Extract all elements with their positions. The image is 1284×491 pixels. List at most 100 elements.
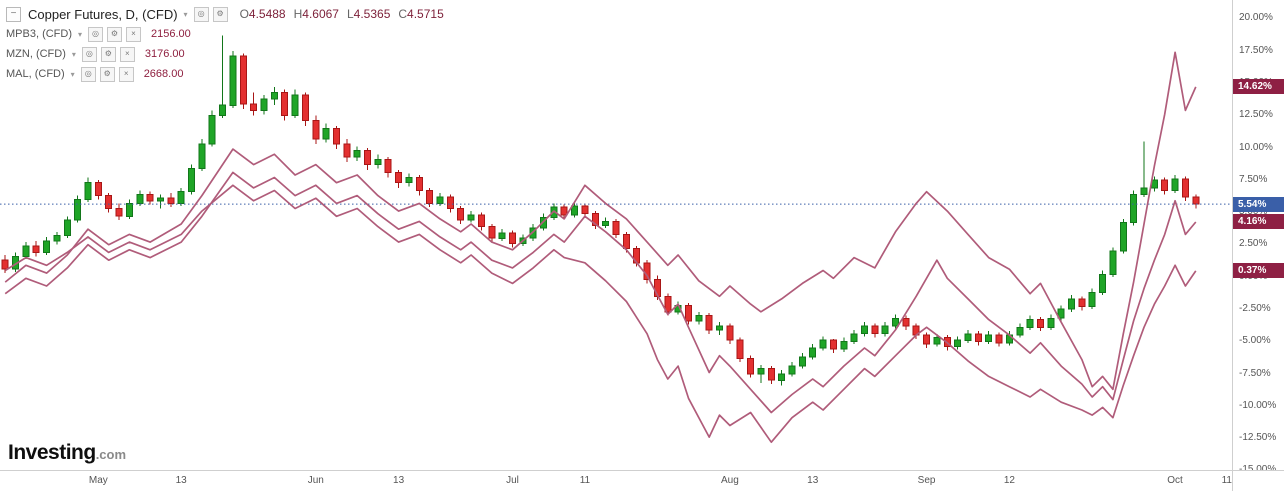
candle: [188, 168, 195, 193]
time-tick-label: Jun: [307, 475, 324, 486]
candle: [809, 347, 817, 358]
candle: [395, 171, 403, 184]
candle: [405, 177, 413, 184]
candle: [198, 143, 206, 169]
candle: [902, 317, 910, 327]
candle: [1099, 273, 1107, 293]
settings-icon[interactable]: ⚙: [100, 46, 116, 62]
indicator-row-mpb3: MPB3, (CFD) ▾ ◎ ⚙ × 2156.00: [6, 26, 444, 42]
settings-icon[interactable]: ⚙: [107, 26, 123, 42]
settings-icon[interactable]: ⚙: [99, 66, 115, 82]
candle: [498, 232, 506, 239]
candle: [53, 235, 61, 242]
candle: [446, 196, 454, 209]
low-label: L: [346, 7, 354, 21]
price-chart[interactable]: [0, 0, 1232, 470]
price-axis[interactable]: 20.00%17.50%15.00%12.50%10.00%7.50%5.00%…: [1232, 0, 1284, 475]
collapse-legend-button[interactable]: −: [6, 6, 21, 22]
candle: [105, 195, 113, 210]
close-icon[interactable]: ×: [119, 46, 135, 62]
candle: [1109, 250, 1117, 275]
candle: [509, 232, 516, 244]
chevron-down-icon[interactable]: ▾: [71, 49, 76, 59]
candle: [1016, 326, 1024, 336]
close-label: C: [398, 7, 408, 21]
candle: [861, 325, 868, 335]
chart-plot-area[interactable]: [0, 0, 1232, 470]
candle: [726, 325, 734, 341]
candle: [995, 334, 1003, 344]
candle: [798, 356, 806, 367]
time-tick-label: 13: [175, 475, 187, 486]
candle: [1078, 298, 1086, 308]
time-tick-label: 12: [1003, 475, 1015, 486]
candle: [664, 295, 672, 313]
eye-icon[interactable]: ◎: [80, 66, 96, 82]
candle: [923, 334, 931, 345]
candle: [581, 205, 589, 215]
candle: [685, 304, 692, 322]
candle: [788, 365, 796, 375]
candle: [767, 368, 775, 381]
close-icon[interactable]: ×: [126, 26, 142, 42]
candle: [136, 193, 144, 204]
symbol-title[interactable]: Copper Futures, D, (CFD): [28, 6, 178, 22]
logo-main-text: Investing: [8, 441, 96, 464]
eye-icon[interactable]: ◎: [81, 46, 97, 62]
candle: [1068, 298, 1075, 310]
candle: [892, 317, 899, 327]
candle: [343, 143, 351, 158]
candle: [1119, 222, 1127, 252]
candle: [1026, 319, 1034, 328]
time-tick-label: Sep: [917, 475, 936, 486]
close-icon[interactable]: ×: [118, 66, 134, 82]
candle: [1057, 308, 1065, 319]
price-badge: 5.54%: [1233, 196, 1284, 212]
ohlc-values: O4.5488 H4.6067 L4.5365 C4.5715: [240, 7, 444, 21]
eye-icon[interactable]: ◎: [193, 6, 209, 22]
indicator-name[interactable]: MAL, (CFD): [6, 68, 65, 80]
price-tick-label: -7.50%: [1239, 367, 1271, 379]
candle: [219, 104, 227, 116]
candle: [43, 240, 51, 253]
candle: [602, 220, 610, 226]
candle: [260, 98, 268, 111]
candle: [705, 315, 713, 331]
overlay-line: [4, 171, 1197, 414]
low-value: 4.5365: [353, 7, 391, 21]
candle: [954, 339, 962, 348]
price-badge: 4.16%: [1233, 214, 1284, 230]
overlay-line: [4, 51, 1197, 391]
candle: [125, 202, 133, 217]
candle: [167, 197, 175, 204]
candle: [695, 315, 703, 322]
candle: [353, 149, 361, 158]
candle: [32, 245, 40, 253]
chevron-down-icon[interactable]: ▾: [70, 69, 75, 79]
candle: [384, 159, 392, 173]
indicator-name[interactable]: MPB3, (CFD): [6, 28, 72, 40]
price-tick-label: 20.00%: [1239, 12, 1273, 24]
candle: [374, 159, 382, 166]
chevron-down-icon[interactable]: ▾: [78, 29, 83, 39]
price-tick-label: -5.00%: [1239, 335, 1271, 347]
candle: [229, 55, 237, 106]
candle: [716, 325, 723, 331]
eye-icon[interactable]: ◎: [88, 26, 104, 42]
chevron-down-icon[interactable]: ▾: [183, 9, 188, 19]
candle: [964, 333, 972, 341]
candle: [985, 334, 993, 343]
candle: [488, 226, 496, 239]
open-label: O: [239, 7, 249, 21]
candle: [757, 368, 765, 375]
indicator-name[interactable]: MZN, (CFD): [6, 48, 66, 60]
time-tick-label: Jul: [506, 475, 519, 486]
candle: [281, 91, 289, 117]
time-axis[interactable]: May 13 Jun 13 Jul 11 Aug 13 Sep 12 Oct 11: [0, 470, 1232, 491]
candle: [477, 214, 485, 228]
candle: [850, 333, 858, 342]
settings-icon[interactable]: ⚙: [212, 6, 228, 22]
price-tick-label: -2.50%: [1239, 302, 1271, 314]
investing-logo: Investing.com: [8, 441, 126, 465]
